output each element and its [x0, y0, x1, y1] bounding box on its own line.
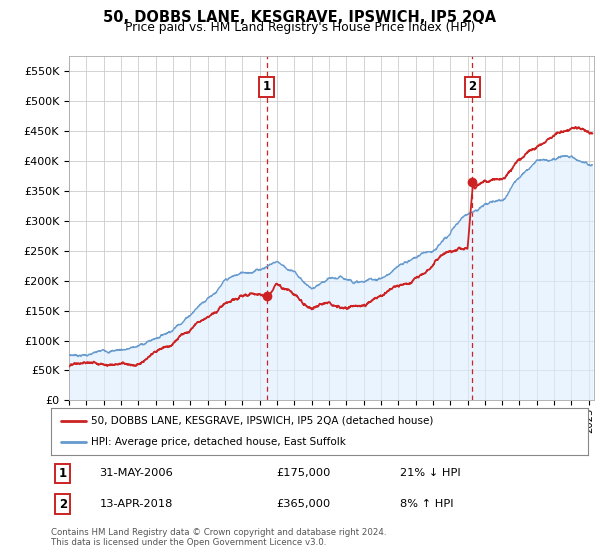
Text: £175,000: £175,000	[277, 468, 331, 478]
Text: HPI: Average price, detached house, East Suffolk: HPI: Average price, detached house, East…	[91, 437, 346, 447]
Text: 2: 2	[59, 498, 67, 511]
Text: 1: 1	[263, 81, 271, 94]
Text: 1: 1	[59, 467, 67, 480]
Text: £365,000: £365,000	[277, 500, 331, 509]
Text: 8% ↑ HPI: 8% ↑ HPI	[400, 500, 454, 509]
Text: Contains HM Land Registry data © Crown copyright and database right 2024.
This d: Contains HM Land Registry data © Crown c…	[51, 528, 386, 547]
Text: 21% ↓ HPI: 21% ↓ HPI	[400, 468, 461, 478]
Text: 13-APR-2018: 13-APR-2018	[100, 500, 173, 509]
Text: 50, DOBBS LANE, KESGRAVE, IPSWICH, IP5 2QA (detached house): 50, DOBBS LANE, KESGRAVE, IPSWICH, IP5 2…	[91, 416, 434, 426]
Text: 2: 2	[469, 81, 476, 94]
Text: Price paid vs. HM Land Registry's House Price Index (HPI): Price paid vs. HM Land Registry's House …	[125, 21, 475, 34]
Text: 50, DOBBS LANE, KESGRAVE, IPSWICH, IP5 2QA: 50, DOBBS LANE, KESGRAVE, IPSWICH, IP5 2…	[103, 10, 497, 25]
Text: 31-MAY-2006: 31-MAY-2006	[100, 468, 173, 478]
